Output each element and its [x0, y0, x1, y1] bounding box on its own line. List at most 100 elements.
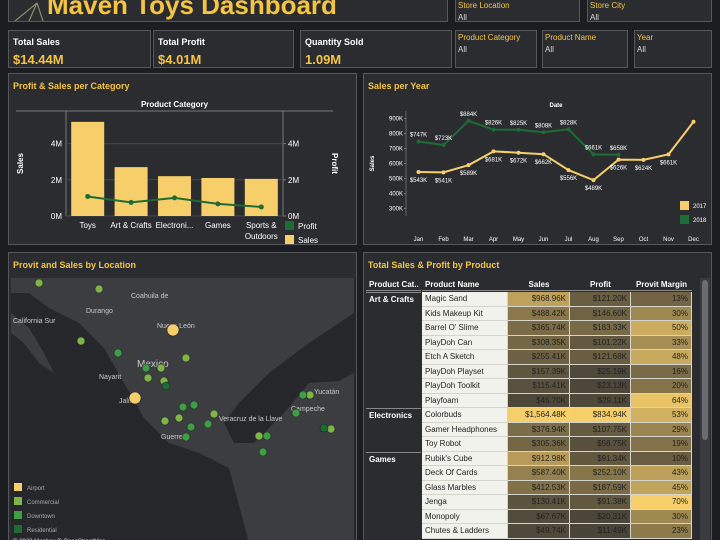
table-panel: Total Sales & Profit by Product Product C… — [363, 252, 712, 540]
legend-label: 2017 — [693, 204, 707, 210]
legend-swatch — [14, 483, 22, 491]
x-tick-label: Electroni... — [155, 221, 194, 230]
value-cell: 29% — [631, 422, 692, 437]
kpi-card: Total Sales $14.44M — [8, 30, 151, 68]
location-dot — [76, 336, 86, 346]
filter-value: All — [637, 45, 646, 54]
scrollbar-thumb[interactable] — [702, 280, 708, 440]
value-cell: $376.94K — [508, 422, 570, 437]
location-dot — [113, 348, 123, 358]
product-name: Glass Marbles — [422, 480, 508, 495]
location-dot — [209, 409, 219, 419]
category-cell: Art & Crafts — [366, 292, 421, 408]
x-tick-label: Games — [204, 221, 231, 230]
value-cell: $91.38K — [570, 495, 631, 510]
filter-label: Year — [637, 33, 654, 42]
location-dot — [181, 353, 191, 363]
column-header: Product Cat.. — [366, 278, 421, 291]
filter-value: All — [458, 13, 467, 22]
y2-tick-label: 2M — [288, 176, 299, 185]
y-tick-label: 900K — [389, 117, 403, 123]
value-cell: $146.60K — [570, 306, 631, 321]
title-bar: Maven Toys Dashboard — [8, 0, 448, 22]
filter-label: Product Name — [545, 33, 597, 42]
point — [616, 157, 621, 162]
point — [466, 163, 471, 168]
value-cell: $101.22K — [570, 335, 631, 350]
location-dot — [174, 413, 184, 423]
y2-tick-label: 4M — [288, 140, 299, 149]
y-tick-label: 300K — [389, 207, 403, 213]
location-dot — [291, 408, 301, 418]
panel-title: Profit & Sales per Category — [13, 81, 130, 91]
product-name: Colorbuds — [422, 408, 508, 423]
product-name: Jenga — [422, 495, 508, 510]
x-tick-label: Sports & Outdoors — [244, 221, 278, 241]
x-tick-label: Jun — [539, 237, 549, 243]
value-cell: 45% — [631, 480, 692, 495]
location-dot — [160, 416, 170, 426]
chart: Date Sales 300K 400K 500K 600K 700K 800K 900K Jan… — [370, 103, 707, 243]
value-cell: 64% — [631, 393, 692, 408]
point — [566, 127, 571, 132]
point — [215, 201, 221, 207]
location-dot — [161, 381, 171, 391]
place-label: Jalisco — [119, 398, 141, 405]
data-label: $723K — [435, 136, 452, 142]
filter-value: All — [545, 45, 554, 54]
value-cell: $187.59K — [570, 480, 631, 495]
x-tick-label: Aug — [588, 237, 599, 243]
value-cell: $834.94K — [570, 408, 631, 423]
value-cell: 33% — [631, 335, 692, 350]
kpi-value: $4.01M — [158, 52, 202, 67]
location-dot — [326, 424, 336, 434]
legend-label: Airport — [27, 486, 45, 492]
line — [418, 121, 695, 182]
point — [491, 127, 496, 132]
location-dot — [262, 431, 272, 441]
point — [172, 195, 177, 201]
location-dot — [141, 363, 151, 373]
place-label: Durango — [86, 308, 113, 315]
panel-title: Total Sales & Profit by Product — [368, 260, 500, 270]
filter[interactable]: Store City All — [587, 0, 712, 22]
legend-swatch — [285, 235, 294, 244]
data-label: $541K — [435, 178, 452, 184]
data-label: $556K — [560, 176, 577, 182]
chart-header: Date — [549, 103, 563, 109]
location-dot — [186, 422, 196, 432]
product-name: PlayDoh Toolkit — [422, 379, 508, 394]
place-label: Guerrero — [161, 434, 189, 441]
place-label: Nayarit — [99, 374, 121, 381]
y-tick-label: 600K — [389, 162, 403, 168]
y-tick-label: 700K — [389, 147, 403, 153]
product-name: Monopoly — [422, 509, 508, 524]
legend-swatch — [680, 201, 689, 210]
chart-header: Product Category — [141, 100, 209, 109]
data-label: $626K — [610, 166, 627, 172]
filter[interactable]: Product Name All — [542, 30, 628, 68]
map-land — [11, 313, 54, 373]
point — [516, 127, 521, 132]
value-cell: 13% — [631, 292, 692, 307]
place-label: Yucatán — [314, 389, 339, 396]
point — [541, 130, 546, 135]
value-cell: $23.13K — [570, 379, 631, 394]
filter[interactable]: Store Location All — [455, 0, 580, 22]
point — [466, 118, 471, 123]
product-name: Magic Sand — [422, 292, 508, 307]
point — [591, 152, 596, 157]
filter[interactable]: Product Category All — [455, 30, 537, 68]
column-header: Provit Margin — [631, 278, 692, 291]
map-panel: Provit and Sales by Location Coahuila de D… — [8, 252, 357, 540]
location-dot — [203, 419, 213, 429]
value-cell: $365.74K — [508, 321, 570, 336]
filter[interactable]: Year All — [634, 30, 712, 68]
value-cell: $305.36K — [508, 437, 570, 452]
point — [541, 152, 546, 157]
y-tick-label: 400K — [389, 192, 403, 198]
y2-axis-title: Profit — [330, 153, 339, 174]
